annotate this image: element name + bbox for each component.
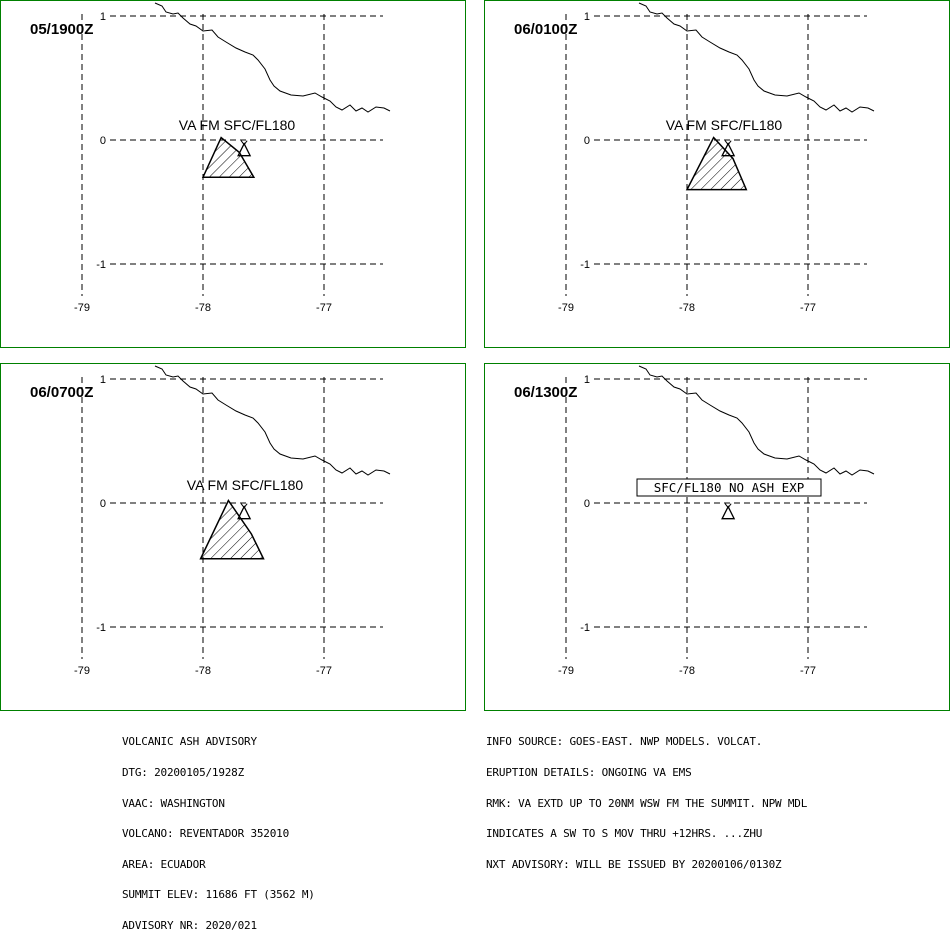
volcano-plume-mark bbox=[724, 140, 732, 146]
volcano-triangle bbox=[721, 142, 736, 157]
longitude-tick-label: -79 bbox=[558, 302, 574, 314]
ash-cloud-polygon bbox=[685, 136, 748, 191]
volcano-icon bbox=[237, 503, 252, 520]
lat-lon-grid bbox=[81, 377, 383, 659]
advisory-line: VOLCANO: REVENTADOR 352010 bbox=[122, 827, 289, 841]
advisory-line: RMK: VA EXTD UP TO 20NM WSW FM THE SUMMI… bbox=[486, 796, 808, 810]
latitude-tick-label: 0 bbox=[100, 498, 106, 510]
coastline bbox=[154, 365, 391, 476]
panel-time: 06/0100Z bbox=[514, 21, 577, 38]
latitude-tick-label: 1 bbox=[100, 374, 106, 386]
va-annotation: VA FM SFC/FL180 bbox=[666, 117, 783, 133]
forecast-panel-2: -79 -78 -77 1 0 -1 VA FM SFC/FL180 06/0100Z bbox=[484, 0, 950, 348]
panel-frame bbox=[484, 363, 950, 711]
coastline bbox=[154, 2, 391, 113]
advisory-line: VOLCANIC ASH ADVISORY bbox=[122, 735, 257, 749]
advisory-header-block: VOLCANIC ASH ADVISORY DTG: 20200105/1928… bbox=[122, 717, 315, 941]
forecast-panel-1: -79 -78 -77 1 0 -1 VA FM SFC/FL180 05/1900Z bbox=[0, 0, 466, 348]
panel-time: 05/1900Z bbox=[30, 21, 93, 38]
longitude-tick-label: -78 bbox=[195, 665, 211, 677]
ash-cloud-polygon bbox=[199, 499, 265, 560]
advisory-details-block: INFO SOURCE: GOES-EAST. NWP MODELS. VOLC… bbox=[486, 717, 807, 880]
longitude-tick-label: -77 bbox=[316, 665, 332, 677]
advisory-line: INDICATES A SW TO S MOV THRU +12HRS. ...… bbox=[486, 827, 763, 841]
volcano-icon bbox=[237, 140, 252, 157]
latitude-tick-label: 0 bbox=[100, 135, 106, 147]
longitude-tick-label: -78 bbox=[679, 302, 695, 314]
advisory-line: AREA: ECUADOR bbox=[122, 857, 206, 871]
advisory-line: ADVISORY NR: 2020/021 bbox=[122, 918, 257, 932]
lat-lon-grid bbox=[565, 377, 867, 659]
longitude-tick-label: -77 bbox=[316, 302, 332, 314]
forecast-panel-4: -79 -78 -77 1 0 -1 SFC/FL180 NO ASH EXP 06/13… bbox=[484, 363, 950, 711]
latitude-tick-label: -1 bbox=[580, 622, 590, 634]
volcano-plume-mark bbox=[240, 140, 248, 146]
advisory-line: NXT ADVISORY: WILL BE ISSUED BY 20200106… bbox=[486, 857, 782, 871]
volcano-icon bbox=[721, 140, 736, 157]
volcano-plume-mark bbox=[240, 503, 248, 509]
advisory-line: ERUPTION DETAILS: ONGOING VA EMS bbox=[486, 766, 692, 779]
no-ash-annotation: SFC/FL180 NO ASH EXP bbox=[654, 480, 805, 495]
panel-time: 06/0700Z bbox=[30, 384, 93, 401]
lat-lon-grid bbox=[81, 14, 383, 296]
latitude-tick-label: -1 bbox=[96, 259, 106, 271]
volcano-icon bbox=[721, 503, 736, 520]
volcano-triangle bbox=[721, 505, 736, 520]
latitude-tick-label: -1 bbox=[96, 622, 106, 634]
volcano-triangle bbox=[237, 505, 252, 520]
advisory-line: VAAC: WASHINGTON bbox=[122, 796, 225, 810]
latitude-tick-label: 1 bbox=[584, 374, 590, 386]
longitude-tick-label: -77 bbox=[800, 665, 816, 677]
longitude-tick-label: -79 bbox=[74, 665, 90, 677]
lat-lon-grid bbox=[565, 14, 867, 296]
latitude-tick-label: 1 bbox=[100, 11, 106, 23]
latitude-tick-label: 0 bbox=[584, 135, 590, 147]
coastline bbox=[638, 2, 875, 113]
longitude-tick-label: -77 bbox=[800, 302, 816, 314]
advisory-line: INFO SOURCE: GOES-EAST. NWP MODELS. VOLC… bbox=[486, 735, 763, 749]
panel-time: 06/1300Z bbox=[514, 384, 577, 401]
volcano-triangle bbox=[237, 142, 252, 157]
va-annotation: VA FM SFC/FL180 bbox=[179, 117, 296, 133]
latitude-tick-label: -1 bbox=[580, 259, 590, 271]
advisory-line: DTG: 20200105/1928Z bbox=[122, 766, 245, 779]
longitude-tick-label: -79 bbox=[558, 665, 574, 677]
volcano-plume-mark bbox=[724, 503, 732, 509]
coastline bbox=[638, 365, 875, 476]
forecast-panel-3: -79 -78 -77 1 0 -1 VA FM SFC/FL180 06/0700Z bbox=[0, 363, 466, 711]
latitude-tick-label: 1 bbox=[584, 11, 590, 23]
no-ash-label-box bbox=[636, 478, 822, 497]
longitude-tick-label: -78 bbox=[679, 665, 695, 677]
va-annotation: VA FM SFC/FL180 bbox=[187, 477, 304, 493]
advisory-line: SUMMIT ELEV: 11686 FT (3562 M) bbox=[122, 888, 315, 902]
ash-cloud-polygon bbox=[201, 136, 256, 178]
latitude-tick-label: 0 bbox=[584, 498, 590, 510]
longitude-tick-label: -78 bbox=[195, 302, 211, 314]
longitude-tick-label: -79 bbox=[74, 302, 90, 314]
